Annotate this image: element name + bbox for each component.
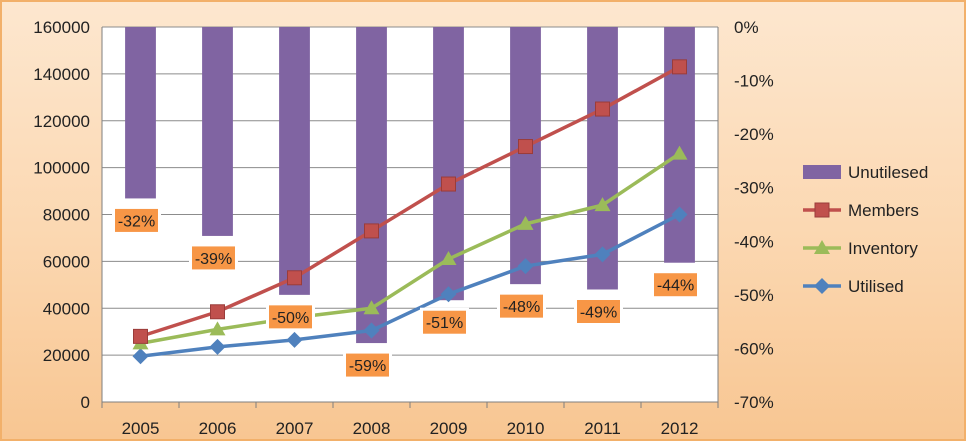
legend-label-members: Members (848, 201, 919, 220)
bar-unutilesed-2005 (125, 27, 156, 199)
point-members-2009 (441, 176, 456, 192)
data-label-box-2006 (189, 243, 238, 273)
point-utilised-2008 (363, 322, 380, 339)
y-left-tick-label: 60000 (43, 252, 90, 271)
point-utilised-2006 (209, 338, 226, 355)
point-utilised-2011 (594, 246, 611, 263)
y-left-tick-label: 140000 (33, 65, 90, 84)
data-label-box-2008 (343, 350, 392, 380)
line-utilised (140, 212, 681, 359)
point-utilised-2005 (132, 348, 149, 365)
point-inventory-2012 (671, 145, 688, 160)
point-members-2008 (364, 223, 379, 239)
legend-label-utilised: Utilised (848, 277, 904, 296)
point-inventory-2010 (517, 215, 534, 230)
point-members-2010 (518, 139, 533, 155)
x-tick-label: 2009 (430, 419, 468, 438)
point-utilised-2007 (286, 331, 303, 348)
y-left-tick-label: 20000 (43, 346, 90, 365)
legend-swatch-unutilesed (803, 165, 841, 179)
data-label-2010: -48% (503, 299, 540, 316)
legend: Unutilesed Members Inventory Utilised (803, 163, 928, 296)
bar-unutilesed-2010 (510, 27, 541, 285)
legend-marker-members (814, 202, 830, 218)
data-label-2008: -59% (349, 358, 386, 375)
data-label-2005: -32% (118, 213, 155, 230)
y-right-tick-label: -10% (734, 72, 774, 91)
point-inventory-2006 (209, 321, 226, 336)
x-tick-label: 2006 (199, 419, 237, 438)
point-utilised-2012 (671, 206, 688, 223)
legend-marker-inventory (814, 240, 830, 254)
x-tick-label: 2007 (276, 419, 314, 438)
axes: 0 20000 40000 60000 80000 100000 120000 140000 1… (33, 18, 773, 438)
data-label-2006: -39% (195, 251, 232, 268)
point-inventory-2011 (594, 197, 611, 212)
bar-unutilesed-2011 (587, 27, 618, 290)
y-right-tick-label: -50% (734, 286, 774, 305)
legend-label-inventory: Inventory (848, 239, 918, 258)
data-label-2012: -44% (657, 278, 694, 295)
data-labels: -32% -39% -50% -59% -51% -48% -49% -44% (112, 205, 700, 380)
unutilised-bars (125, 27, 695, 344)
y-right-tick-label: 0% (734, 18, 759, 37)
bar-unutilesed-2006 (202, 27, 233, 236)
point-members-2012 (672, 59, 687, 75)
data-label-box-2011 (574, 297, 623, 326)
bar-unutilesed-2007 (279, 27, 310, 295)
line-members (139, 65, 681, 339)
point-utilised-2010 (517, 258, 534, 275)
x-tick-label: 2011 (584, 419, 621, 438)
data-label-box-2007 (266, 302, 315, 332)
y-left-tick-label: 160000 (33, 18, 90, 37)
series-lines (132, 59, 688, 365)
point-members-2007 (287, 270, 302, 286)
legend-marker-utilised (814, 278, 830, 294)
y-left-tick-label: 120000 (33, 112, 90, 131)
x-tick-label: 2010 (507, 419, 545, 438)
point-inventory-2008 (363, 300, 380, 315)
x-tick-label: 2005 (122, 419, 160, 438)
data-label-box-2005 (112, 205, 161, 235)
legend-label-unutilesed: Unutilesed (848, 163, 928, 182)
point-inventory-2009 (440, 251, 457, 266)
data-label-box-2009 (420, 307, 469, 337)
data-label-box-2010 (497, 291, 546, 321)
y-left-tick-label: 80000 (43, 206, 90, 225)
y-right-tick-label: -40% (734, 232, 774, 251)
y-left-tick-label: 0 (81, 393, 90, 412)
y-left-tick-label: 40000 (43, 299, 90, 318)
line-inventory (140, 152, 681, 346)
y-right-tick-label: -30% (734, 179, 774, 198)
bar-unutilesed-2008 (356, 27, 387, 344)
point-members-2006 (210, 304, 225, 320)
point-members-2005 (133, 328, 148, 344)
data-label-box-2012 (651, 270, 700, 300)
data-label-2009: -51% (426, 315, 463, 332)
y-right-tick-label: -60% (734, 339, 774, 358)
x-tick-label: 2008 (353, 419, 391, 438)
y-right-tick-label: -20% (734, 125, 774, 144)
point-utilised-2009 (440, 286, 457, 303)
data-label-2011: -49% (580, 305, 617, 322)
data-label-2007: -50% (272, 310, 309, 327)
y-right-tick-label: -70% (734, 393, 774, 412)
y-left-tick-label: 100000 (33, 159, 90, 178)
point-members-2011 (595, 101, 610, 117)
x-tick-label: 2012 (661, 419, 699, 438)
